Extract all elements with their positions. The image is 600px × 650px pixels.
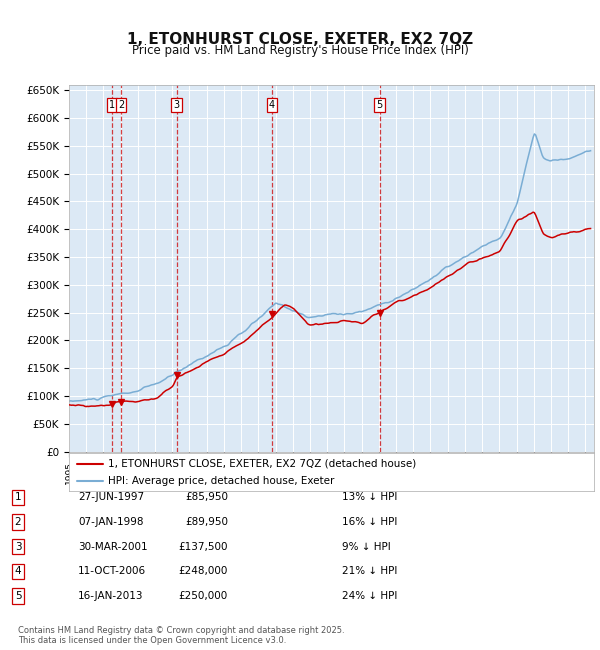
Text: £137,500: £137,500 xyxy=(179,541,228,552)
Text: Price paid vs. HM Land Registry's House Price Index (HPI): Price paid vs. HM Land Registry's House … xyxy=(131,44,469,57)
Text: 2: 2 xyxy=(118,100,124,110)
Text: 4: 4 xyxy=(269,100,275,110)
Text: 16-JAN-2013: 16-JAN-2013 xyxy=(78,591,143,601)
Text: £89,950: £89,950 xyxy=(185,517,228,527)
Text: 11-OCT-2006: 11-OCT-2006 xyxy=(78,566,146,577)
Text: 4: 4 xyxy=(14,566,22,577)
Text: 27-JUN-1997: 27-JUN-1997 xyxy=(78,492,144,502)
Text: 3: 3 xyxy=(14,541,22,552)
Text: 16% ↓ HPI: 16% ↓ HPI xyxy=(342,517,397,527)
Text: 21% ↓ HPI: 21% ↓ HPI xyxy=(342,566,397,577)
Text: 9% ↓ HPI: 9% ↓ HPI xyxy=(342,541,391,552)
Text: 13% ↓ HPI: 13% ↓ HPI xyxy=(342,492,397,502)
Text: 1, ETONHURST CLOSE, EXETER, EX2 7QZ (detached house): 1, ETONHURST CLOSE, EXETER, EX2 7QZ (det… xyxy=(109,459,416,469)
Text: £85,950: £85,950 xyxy=(185,492,228,502)
Text: 07-JAN-1998: 07-JAN-1998 xyxy=(78,517,143,527)
Text: 2: 2 xyxy=(14,517,22,527)
Text: HPI: Average price, detached house, Exeter: HPI: Average price, detached house, Exet… xyxy=(109,476,335,486)
Text: 24% ↓ HPI: 24% ↓ HPI xyxy=(342,591,397,601)
Text: 1: 1 xyxy=(14,492,22,502)
Text: 1, ETONHURST CLOSE, EXETER, EX2 7QZ: 1, ETONHURST CLOSE, EXETER, EX2 7QZ xyxy=(127,31,473,47)
Text: Contains HM Land Registry data © Crown copyright and database right 2025.
This d: Contains HM Land Registry data © Crown c… xyxy=(18,626,344,645)
Text: 3: 3 xyxy=(173,100,179,110)
Text: 5: 5 xyxy=(376,100,383,110)
Text: 1: 1 xyxy=(109,100,115,110)
Text: 30-MAR-2001: 30-MAR-2001 xyxy=(78,541,148,552)
Text: £250,000: £250,000 xyxy=(179,591,228,601)
Text: £248,000: £248,000 xyxy=(179,566,228,577)
Text: 5: 5 xyxy=(14,591,22,601)
